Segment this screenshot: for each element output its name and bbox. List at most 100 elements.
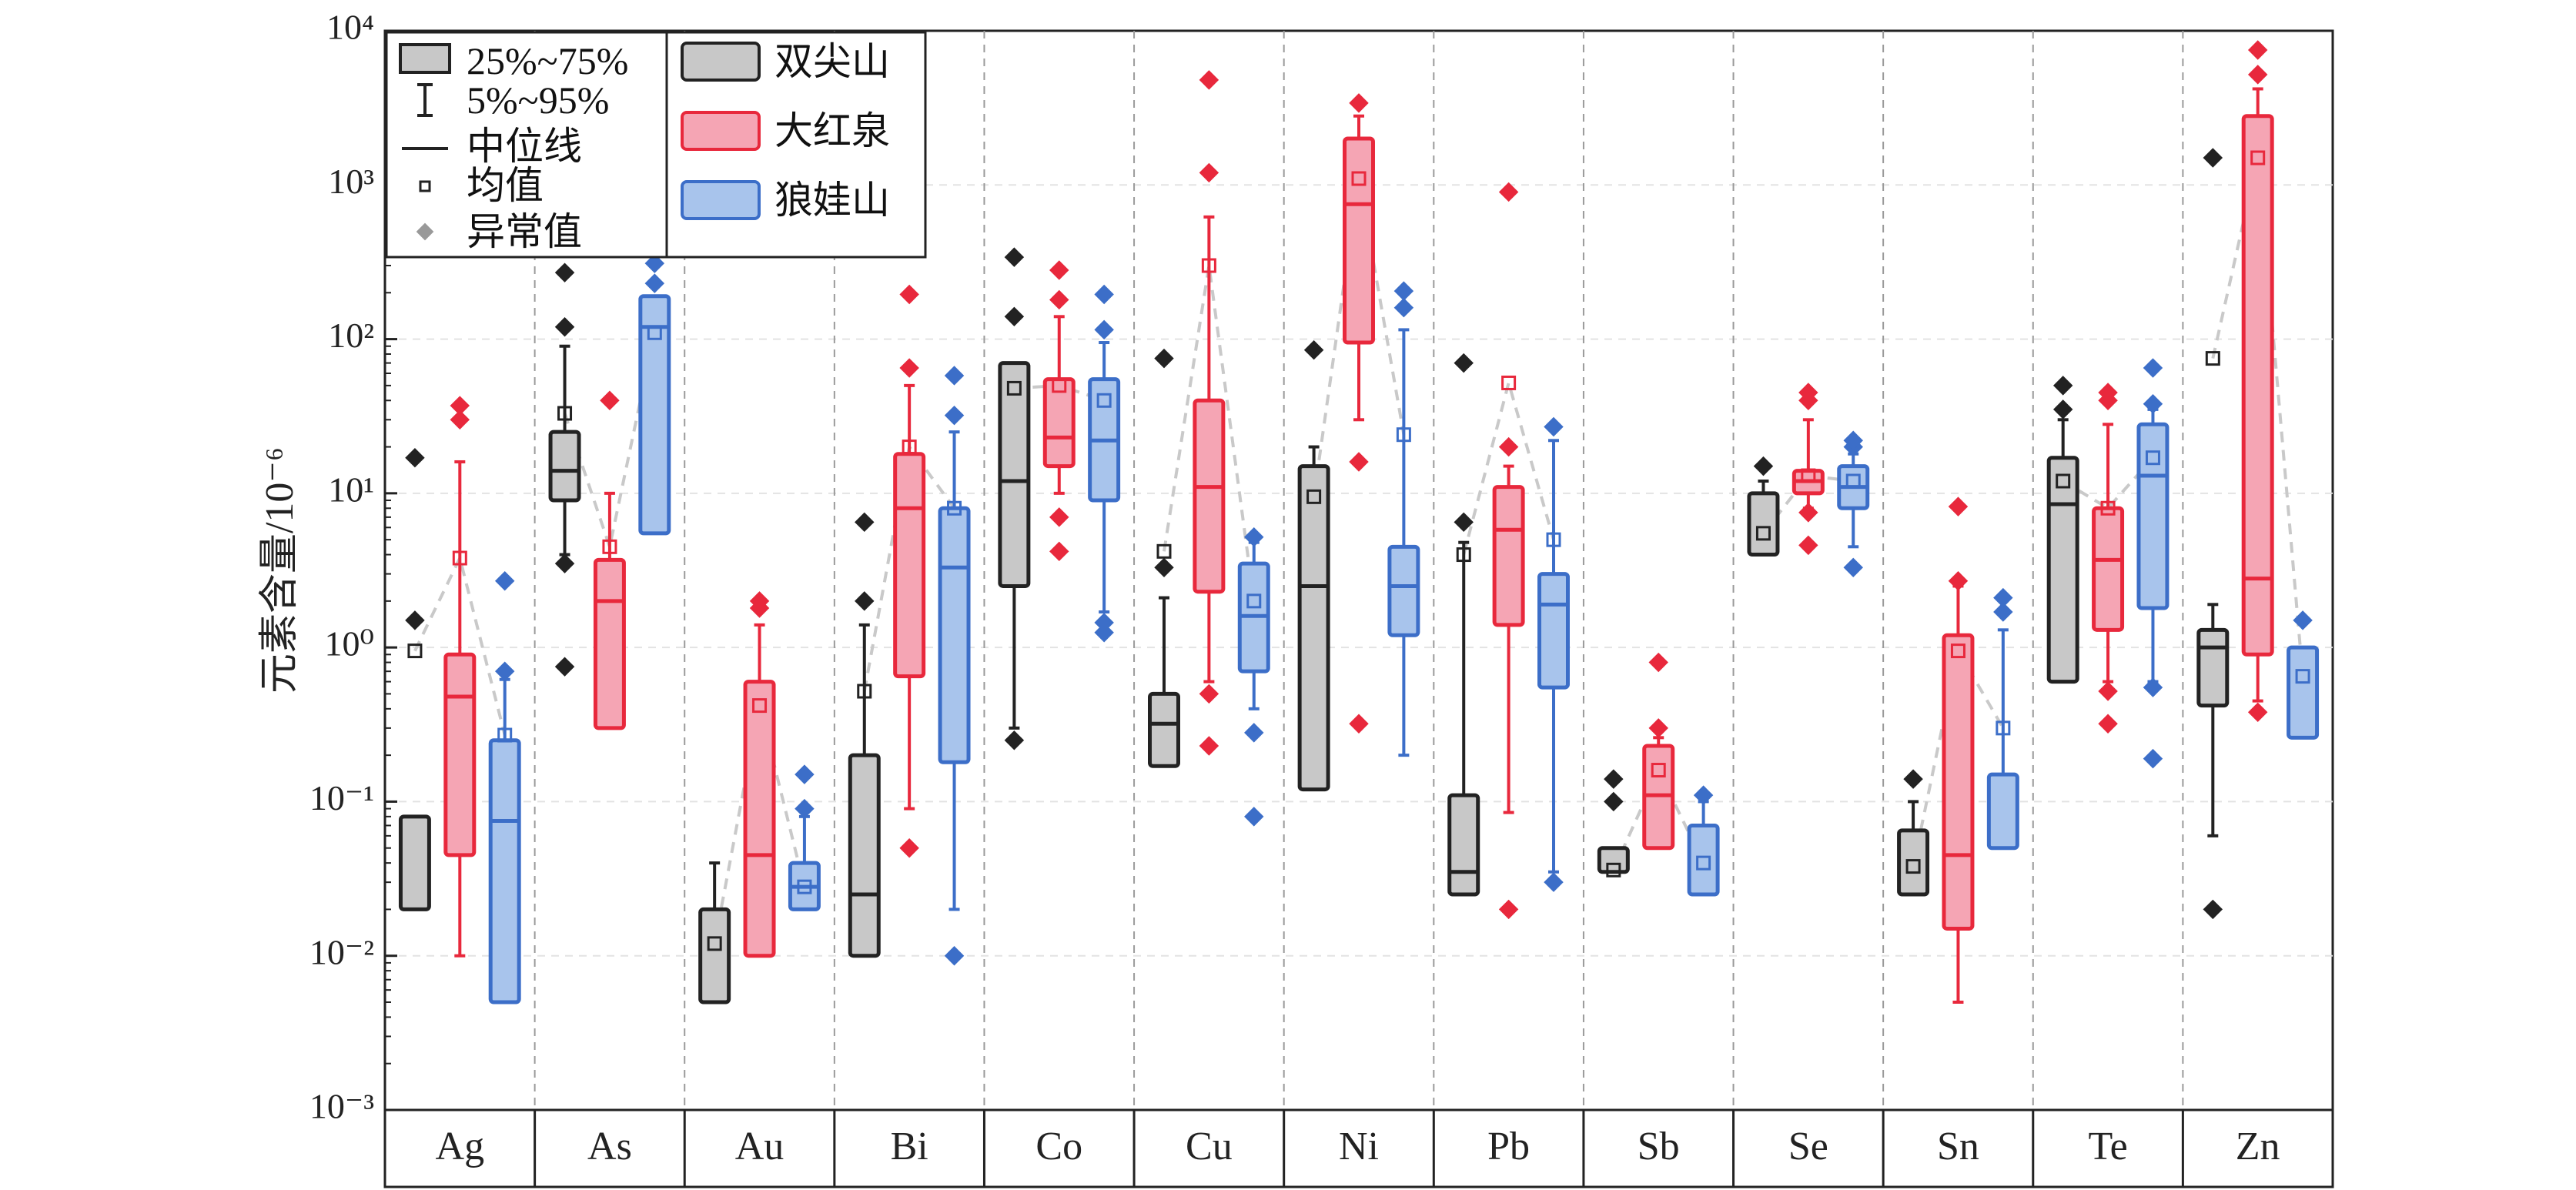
mean-marker bbox=[1201, 258, 1216, 273]
outlier-point bbox=[1604, 791, 1624, 812]
category-label: Zn bbox=[2236, 1125, 2280, 1168]
legend-item-box: 25%~75% bbox=[467, 39, 628, 82]
outlier-point bbox=[644, 253, 665, 273]
category-label: Pb bbox=[1487, 1125, 1530, 1168]
mean-marker bbox=[1501, 375, 1517, 390]
box-大红泉-Au bbox=[743, 591, 776, 958]
outlier-point bbox=[1843, 557, 1863, 578]
mean-marker bbox=[647, 325, 662, 340]
box-狼娃山-As bbox=[638, 253, 671, 536]
mean-marker bbox=[1096, 393, 1112, 408]
outlier-point bbox=[899, 284, 919, 305]
legend-mean-swatch bbox=[419, 180, 431, 192]
box-狼娃山-Te bbox=[2136, 358, 2170, 769]
legend-item-median: 中位线 bbox=[467, 125, 582, 168]
box-狼娃山-Sn bbox=[1986, 587, 2019, 851]
outlier-point bbox=[899, 358, 919, 378]
iqr-box bbox=[398, 814, 431, 911]
outlier-point bbox=[1753, 456, 1774, 476]
iqr-box bbox=[443, 652, 477, 857]
iqr-box bbox=[1343, 136, 1375, 345]
outlier-point bbox=[1199, 684, 1219, 704]
legend-frame bbox=[385, 31, 927, 259]
legend-item-whisker: 5%~95% bbox=[467, 79, 609, 122]
y-axis-label: 元素含量/10⁻⁶ bbox=[258, 447, 302, 694]
iqr-box bbox=[2241, 114, 2274, 657]
iqr-box bbox=[998, 361, 1031, 588]
outlier-point bbox=[1993, 587, 2013, 608]
iqr-box bbox=[1492, 485, 1525, 627]
iqr-box bbox=[1447, 793, 1480, 897]
outlier-point bbox=[1648, 652, 1668, 673]
category-label: Bi bbox=[891, 1125, 928, 1168]
mean-marker bbox=[452, 550, 467, 566]
outlier-point bbox=[2293, 610, 2313, 630]
box-双尖山-Au bbox=[698, 861, 731, 1004]
mean-marker bbox=[1651, 763, 1666, 778]
outlier-point bbox=[600, 390, 620, 411]
box-狼娃山-Au bbox=[788, 764, 821, 911]
outlier-point bbox=[2052, 399, 2073, 420]
iqr-box bbox=[848, 753, 881, 958]
outlier-point bbox=[1244, 807, 1264, 827]
mean-marker bbox=[2056, 473, 2071, 489]
mean-marker bbox=[1845, 473, 1861, 489]
mean-marker bbox=[2205, 351, 2220, 366]
box-大红泉-Sn bbox=[1942, 496, 1975, 1004]
mean-trend-line bbox=[1912, 647, 2005, 867]
outlier-point bbox=[494, 571, 515, 591]
outlier-point bbox=[1903, 769, 1923, 789]
outlier-point bbox=[554, 262, 575, 282]
outlier-point bbox=[1544, 872, 1564, 892]
iqr-box bbox=[488, 738, 521, 1004]
mean-marker bbox=[947, 500, 962, 516]
mean-marker bbox=[752, 698, 768, 714]
mean-marker bbox=[797, 879, 812, 894]
outlier-point bbox=[899, 837, 919, 858]
outlier-point bbox=[795, 764, 815, 784]
outlier-point bbox=[1049, 541, 1069, 562]
mean-marker bbox=[1755, 526, 1771, 541]
iqr-box bbox=[743, 680, 776, 958]
iqr-box bbox=[2287, 645, 2320, 740]
outlier-point bbox=[405, 447, 425, 468]
box-双尖山-Ni bbox=[1297, 339, 1330, 792]
category-label: Sb bbox=[1638, 1125, 1680, 1168]
legend-item-outlier: 异常值 bbox=[467, 210, 582, 253]
outlier-point bbox=[1648, 718, 1668, 738]
outlier-point bbox=[1049, 260, 1069, 280]
box-双尖山-As bbox=[548, 262, 581, 677]
outlier-point bbox=[554, 553, 575, 573]
legend-outlier-swatch bbox=[416, 222, 434, 241]
outlier-point bbox=[1244, 723, 1264, 743]
legend-series-3-label: 狼娃山 bbox=[774, 179, 890, 222]
y-tick-label: 10⁻² bbox=[309, 932, 374, 971]
outlier-point bbox=[2203, 148, 2223, 168]
outlier-point bbox=[1604, 769, 1624, 789]
outlier-point bbox=[644, 273, 665, 293]
box-双尖山-Bi bbox=[848, 512, 881, 958]
outlier-point bbox=[1094, 284, 1114, 305]
legend: 25%~75% 5%~95% 中位线 均值 异常值 双尖山 大红泉 狼娃山 bbox=[385, 31, 927, 259]
outlier-point bbox=[2143, 394, 2163, 414]
legend-item-mean: 均值 bbox=[467, 164, 544, 207]
y-tick-label: 10⁻¹ bbox=[309, 778, 374, 817]
mean-trend-line bbox=[1462, 376, 1555, 556]
outlier-point bbox=[944, 945, 965, 966]
outlier-point bbox=[1454, 353, 1474, 373]
outlier-point bbox=[1349, 714, 1369, 734]
outlier-point bbox=[2143, 358, 2163, 378]
outlier-point bbox=[2247, 702, 2268, 723]
outlier-point bbox=[554, 657, 575, 677]
outlier-point bbox=[1498, 436, 1519, 457]
y-tick-label: 10⁴ bbox=[326, 8, 374, 47]
mean-marker bbox=[1156, 543, 1172, 559]
mean-marker bbox=[1905, 859, 1921, 874]
legend-series-1-label: 双尖山 bbox=[774, 40, 890, 83]
category-label: Te bbox=[2088, 1125, 2127, 1168]
box-双尖山-Sn bbox=[1897, 769, 1930, 897]
legend-box-swatch bbox=[399, 43, 451, 74]
box-双尖山-Cu bbox=[1148, 348, 1180, 768]
mean-marker bbox=[1006, 380, 1022, 396]
